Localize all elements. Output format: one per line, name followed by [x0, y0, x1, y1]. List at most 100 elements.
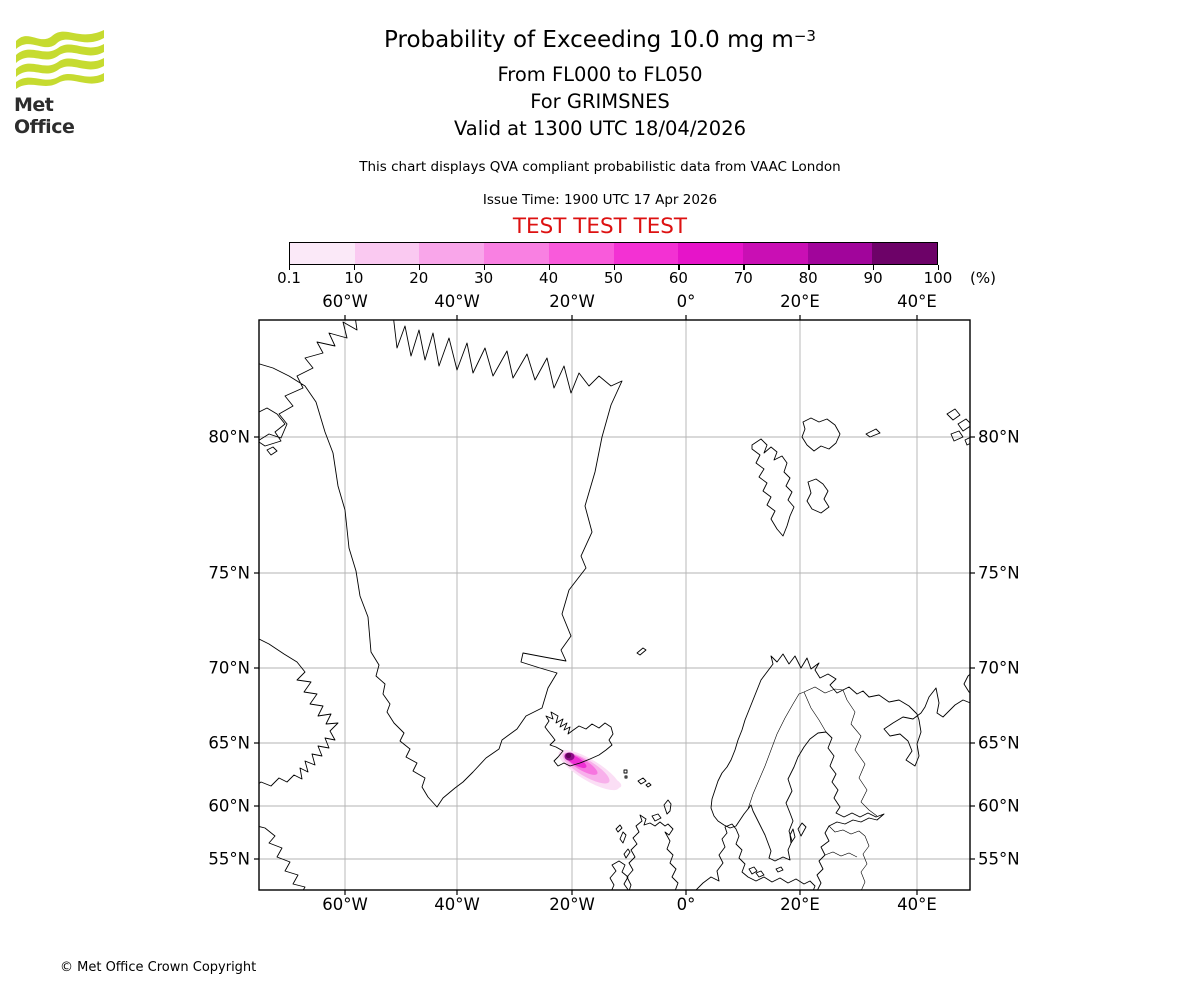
- latitude-label-left: 70°N: [208, 658, 250, 678]
- latitude-label-right: 60°N: [978, 796, 1020, 816]
- latitude-label-left: 55°N: [208, 849, 250, 869]
- colorbar-segment-6: [678, 243, 743, 264]
- ash-plume-blob: [565, 752, 572, 759]
- latitude-label-right: 75°N: [978, 563, 1020, 583]
- colorbar-tick: [743, 265, 745, 270]
- colorbar-tick: [938, 265, 940, 270]
- ash-plume-blob: [608, 778, 622, 788]
- scandinavia-russia-coastline: [710, 653, 970, 890]
- jan-mayen-coastline: [636, 647, 647, 656]
- ash-plume: [558, 749, 622, 791]
- page-title: Probability of Exceeding 10.0 mg m−3: [0, 27, 1200, 53]
- longitude-label: 0°: [676, 292, 696, 311]
- colorbar-tick-label: 80: [798, 269, 818, 287]
- copyright-notice: © Met Office Crown Copyright: [60, 960, 257, 975]
- baltic-islands-coastline: [748, 822, 807, 878]
- colorbar-segment-8: [807, 243, 873, 264]
- longitude-label: 0°: [676, 895, 696, 914]
- colorbar-tick-label: 30: [474, 269, 494, 287]
- longitude-label: 20°E: [780, 895, 820, 914]
- colorbar-unit-label: (%): [970, 269, 996, 287]
- issue-time: Issue Time: 1900 UTC 17 Apr 2026: [482, 192, 718, 208]
- colorbar-tick-label: 100: [923, 269, 953, 287]
- longitude-label: 60°W: [322, 895, 368, 914]
- met-office-logo-text: Met Office: [14, 94, 75, 138]
- colorbar-tick: [678, 265, 680, 270]
- longitude-label: 40°W: [434, 895, 480, 914]
- franz-josef-land-coastline: [946, 408, 970, 446]
- ireland-coastline: [609, 860, 629, 890]
- colorbar-tick-label: 90: [863, 269, 883, 287]
- latitude-label-right: 70°N: [978, 658, 1020, 678]
- longitude-label: 60°W: [322, 292, 368, 311]
- colorbar-tick: [548, 265, 550, 270]
- latitude-label-left: 75°N: [208, 563, 250, 583]
- colorbar-segment-3: [484, 243, 549, 264]
- greenland-coastline: [259, 320, 623, 808]
- latitude-label-left: 65°N: [208, 733, 250, 753]
- colorbar-tick: [418, 265, 421, 270]
- hebrides-coastline: [615, 824, 631, 859]
- colorbar-segment-2: [419, 243, 485, 264]
- met-office-logo-waves: [16, 30, 104, 89]
- colorbar-tick-label: 20: [409, 269, 429, 287]
- colorbar-tick: [289, 265, 291, 270]
- novaya-zemlya-coastline: [963, 673, 970, 694]
- norway-sweden-border: [747, 691, 805, 810]
- finland-russia-border: [846, 699, 878, 817]
- labrador-coastline: [259, 826, 306, 890]
- map-frame-ticks: [254, 315, 975, 895]
- orkney-shetland-coastline: [651, 799, 672, 822]
- colorbar-tick: [808, 265, 810, 270]
- colorbar: [289, 242, 938, 265]
- title-text: Probability of Exceeding 10.0 mg m: [384, 27, 794, 53]
- colorbar-tick-label: 0.1: [277, 269, 301, 287]
- colorbar-segment-7: [742, 243, 808, 264]
- longitude-label: 20°W: [549, 895, 595, 914]
- title-exponent: −3: [793, 27, 816, 45]
- subtitle-volcano: For GRIMSNES: [530, 90, 670, 113]
- colorbar-tick-label: 50: [603, 269, 624, 287]
- latitude-label-right: 80°N: [978, 427, 1020, 447]
- baffin-island-coastline: [259, 638, 339, 787]
- colorbar-tick-label: 10: [344, 269, 364, 287]
- colorbar-segment-0: [290, 243, 355, 264]
- longitude-label: 40°E: [897, 292, 937, 311]
- coastlines: [259, 320, 970, 890]
- baltic-states-borders: [824, 825, 870, 890]
- test-banner: TEST TEST TEST: [512, 214, 688, 239]
- colorbar-tick: [613, 265, 615, 270]
- iceland-offshore-islets: [623, 769, 628, 779]
- colorbar-tick-label: 60: [668, 269, 688, 287]
- colorbar-tick-label: 70: [733, 269, 753, 287]
- ellesmere-island-coastline: [259, 407, 286, 456]
- norway-russia-border: [842, 689, 848, 701]
- subtitle-valid-time: Valid at 1300 UTC 18/04/2026: [453, 117, 747, 140]
- latitude-label-left: 60°N: [208, 796, 250, 816]
- met-office-logo: Met Office: [14, 25, 106, 138]
- map-canvas: [254, 315, 975, 895]
- map-frame: [258, 319, 971, 891]
- colorbar-segment-5: [613, 243, 679, 264]
- latitude-label-left: 80°N: [208, 427, 250, 447]
- longitude-label: 20°E: [780, 292, 820, 311]
- colorbar-tick: [353, 265, 356, 270]
- longitude-label: 40°W: [434, 292, 480, 311]
- norway-finland-border: [803, 686, 844, 694]
- colorbar-segment-9: [872, 243, 938, 264]
- map-gridlines: [259, 320, 970, 890]
- colorbar-tick-label: 40: [539, 269, 559, 287]
- iceland-coastline: [544, 711, 614, 767]
- subtitle-flight-levels: From FL000 to FL050: [497, 63, 703, 86]
- country-borders: [747, 686, 878, 890]
- faroe-islands-coastline: [637, 777, 652, 788]
- latitude-label-right: 55°N: [978, 849, 1020, 869]
- qva-disclaimer: This chart displays QVA compliant probab…: [359, 159, 841, 175]
- denmark-germany-coastline: [695, 823, 816, 890]
- longitude-label: 20°W: [549, 292, 595, 311]
- latitude-label-right: 65°N: [978, 733, 1020, 753]
- colorbar-tick: [483, 265, 486, 270]
- colorbar-segment-4: [548, 243, 614, 264]
- longitude-label: 40°E: [897, 895, 937, 914]
- scotland-coastline: [626, 814, 679, 890]
